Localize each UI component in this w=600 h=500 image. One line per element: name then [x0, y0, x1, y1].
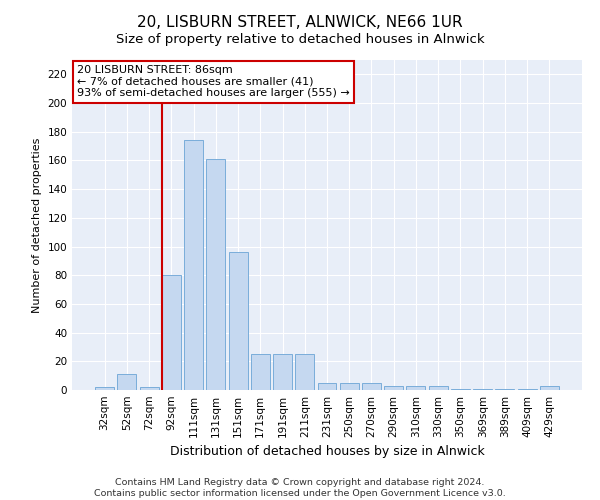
- Bar: [362, 383, 381, 390]
- Bar: [384, 386, 403, 390]
- Bar: [273, 354, 292, 390]
- Bar: [118, 374, 136, 390]
- Bar: [317, 383, 337, 390]
- Bar: [496, 388, 514, 390]
- Text: Contains HM Land Registry data © Crown copyright and database right 2024.
Contai: Contains HM Land Registry data © Crown c…: [94, 478, 506, 498]
- Bar: [473, 388, 492, 390]
- Text: 20, LISBURN STREET, ALNWICK, NE66 1UR: 20, LISBURN STREET, ALNWICK, NE66 1UR: [137, 15, 463, 30]
- Bar: [518, 388, 536, 390]
- Text: 20 LISBURN STREET: 86sqm
← 7% of detached houses are smaller (41)
93% of semi-de: 20 LISBURN STREET: 86sqm ← 7% of detache…: [77, 65, 350, 98]
- Bar: [95, 387, 114, 390]
- Bar: [206, 159, 225, 390]
- Bar: [295, 354, 314, 390]
- Bar: [451, 388, 470, 390]
- Bar: [540, 386, 559, 390]
- Y-axis label: Number of detached properties: Number of detached properties: [32, 138, 42, 312]
- Bar: [140, 387, 158, 390]
- Bar: [429, 386, 448, 390]
- Bar: [251, 354, 270, 390]
- Bar: [340, 383, 359, 390]
- Bar: [229, 252, 248, 390]
- X-axis label: Distribution of detached houses by size in Alnwick: Distribution of detached houses by size …: [170, 446, 484, 458]
- Bar: [406, 386, 425, 390]
- Bar: [162, 275, 181, 390]
- Bar: [184, 140, 203, 390]
- Text: Size of property relative to detached houses in Alnwick: Size of property relative to detached ho…: [116, 32, 484, 46]
